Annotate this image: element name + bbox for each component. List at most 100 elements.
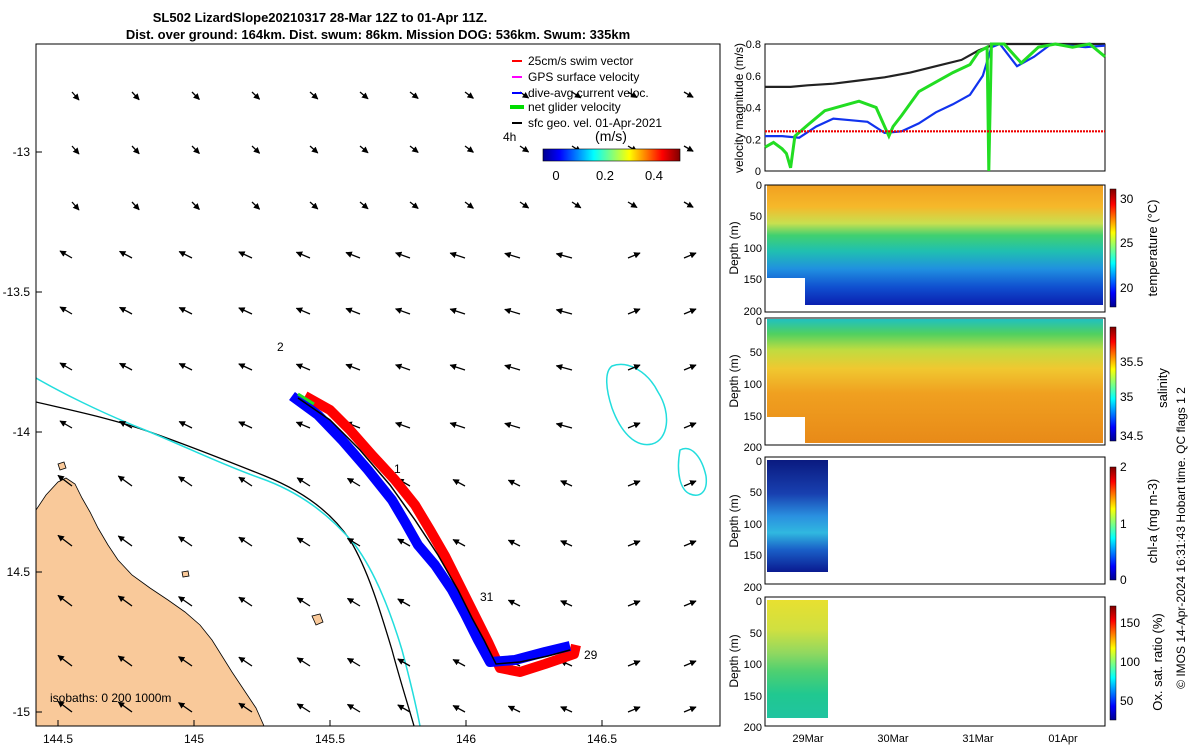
current-vector-arrow (178, 656, 193, 667)
current-vector-arrow (449, 363, 466, 371)
colorbar-title: (m/s) (595, 128, 627, 144)
depth-ticks: 0 50 100 150 200 (744, 180, 762, 318)
current-vector-arrow (296, 703, 311, 713)
current-vector-arrow (296, 477, 311, 487)
colorbar-tick: 0 (1120, 573, 1127, 587)
current-vector-arrow (191, 145, 200, 154)
copyright-note: © IMOS 14-Apr-2024 16:31:43 Hobart time.… (1174, 387, 1188, 689)
map-x-tick-label: 146 (456, 732, 476, 746)
colorbar-tick: 30 (1120, 192, 1134, 206)
current-vector-arrow (119, 306, 133, 315)
map-x-tick-label: 145 (184, 732, 204, 746)
current-vector-arrow (394, 363, 411, 371)
current-vector-arrow (251, 201, 261, 210)
colorbar-tick: 50 (1120, 694, 1134, 708)
salinity-field (767, 319, 1103, 443)
chlorophyll-panel: Depth (m) 0 50 100 150 200 2 1 0 chl-a (… (727, 456, 1160, 594)
track-current-vectors (289, 391, 572, 667)
current-vector-arrow (394, 307, 411, 315)
depth-tick: 50 (750, 211, 762, 223)
current-vector-arrow (627, 252, 641, 259)
current-vector-arrow (519, 201, 530, 209)
oxygen-panel: Depth (m) 0 50 100 150 200 150 100 50 Ox… (727, 596, 1165, 734)
colorbar-label: Ox. sat. ratio (%) (1150, 613, 1165, 711)
map-x-tick-label: 145.5 (315, 732, 345, 746)
depth-tick: 150 (744, 411, 762, 423)
current-vector-arrow (178, 702, 193, 713)
current-vector-arrow (345, 363, 361, 371)
current-vector-arrow (683, 706, 697, 713)
current-vector-arrow (309, 201, 319, 210)
current-vector-arrow (238, 476, 253, 487)
current-vector-arrow (296, 657, 311, 667)
current-vector-arrow (178, 596, 193, 607)
current-vector-arrow (409, 201, 419, 210)
map-panel: 2 1 31 29 -13 -13.5 -14 14.5 -15 144.5 1… (3, 43, 721, 746)
current-vector-arrow (296, 597, 311, 607)
island (311, 613, 324, 626)
current-vector-arrow (57, 534, 73, 547)
time-tick-label: 31Mar (962, 733, 994, 745)
track-green-start (297, 392, 315, 406)
current-vector-arrow (295, 307, 311, 315)
current-vector-arrow (683, 252, 697, 259)
map-axes-frame (35, 43, 721, 727)
current-vector-arrow (345, 251, 361, 259)
legend-label: 25cm/s swim vector (528, 54, 633, 68)
colorbar-tick: 2 (1120, 460, 1127, 474)
current-vector-arrow (452, 705, 466, 713)
day-label: 1 (394, 462, 401, 476)
current-vector-arrow (57, 474, 73, 487)
temperature-colorbar (1109, 188, 1117, 308)
eddy-contour (677, 447, 708, 496)
depth-tick: 150 (744, 274, 762, 286)
current-vector-arrow (683, 422, 697, 429)
colorbar-tick: 20 (1120, 281, 1134, 295)
current-vector-arrow (359, 145, 369, 154)
colorbar-tick: 1 (1120, 517, 1127, 531)
day-label: 29 (584, 648, 598, 662)
map-legend: 25cm/s swim vector GPS surface velocity … (503, 54, 681, 183)
current-vector-arrow (117, 701, 133, 713)
isobath-200 (36, 401, 415, 726)
time-tick-label: 01Apr (1048, 733, 1078, 745)
velocity-series-blue (765, 42, 1106, 139)
temperature-panel: Depth (m) 0 50 100 150 200 30 25 20 temp… (727, 180, 1160, 318)
velocity-series-black (765, 42, 1105, 89)
current-vector-arrow (295, 251, 311, 259)
current-vector-arrow (560, 480, 573, 487)
current-vector-arrow (627, 600, 641, 607)
chlorophyll-colorbar (1109, 466, 1117, 581)
current-vector-arrow (178, 476, 193, 487)
depth-tick: 50 (750, 347, 762, 359)
eddy-contour (606, 363, 668, 446)
colorbar-tick: 34.5 (1120, 429, 1144, 443)
island (181, 570, 190, 578)
current-vector-arrow (131, 145, 140, 155)
current-vector-arrow (117, 595, 133, 607)
day-label: 2 (277, 340, 284, 354)
current-vector-arrow (251, 145, 261, 154)
current-vector-arrow (71, 145, 80, 155)
colorbar-tick: 100 (1120, 655, 1140, 669)
panel-y-label: Depth (m) (727, 354, 741, 407)
colorbar-tick: 35 (1120, 390, 1134, 404)
current-vector-arrow (238, 421, 253, 429)
current-vector-arrow (117, 475, 133, 487)
map-y-tick-label: -15 (13, 705, 31, 719)
depth-tick: 50 (750, 628, 762, 640)
current-vector-arrow (683, 600, 697, 607)
current-vector-arrow (131, 91, 140, 101)
current-vector-arrow (346, 537, 361, 547)
salinity-panel: Depth (m) 0 50 100 150 200 35.5 35 34.5 … (727, 316, 1170, 454)
current-vector-arrow (571, 91, 582, 99)
current-vector-arrow (507, 539, 521, 547)
current-vector-arrow (504, 421, 521, 429)
current-vector-arrow (627, 364, 641, 371)
figure-title-line1: SL502 LizardSlope20210317 28-Mar 12Z to … (153, 10, 488, 25)
map-y-tick-label: -14 (13, 425, 31, 439)
current-vector-arrow (627, 422, 641, 429)
speed-colorbar (542, 148, 681, 162)
current-vector-arrow (452, 539, 466, 547)
